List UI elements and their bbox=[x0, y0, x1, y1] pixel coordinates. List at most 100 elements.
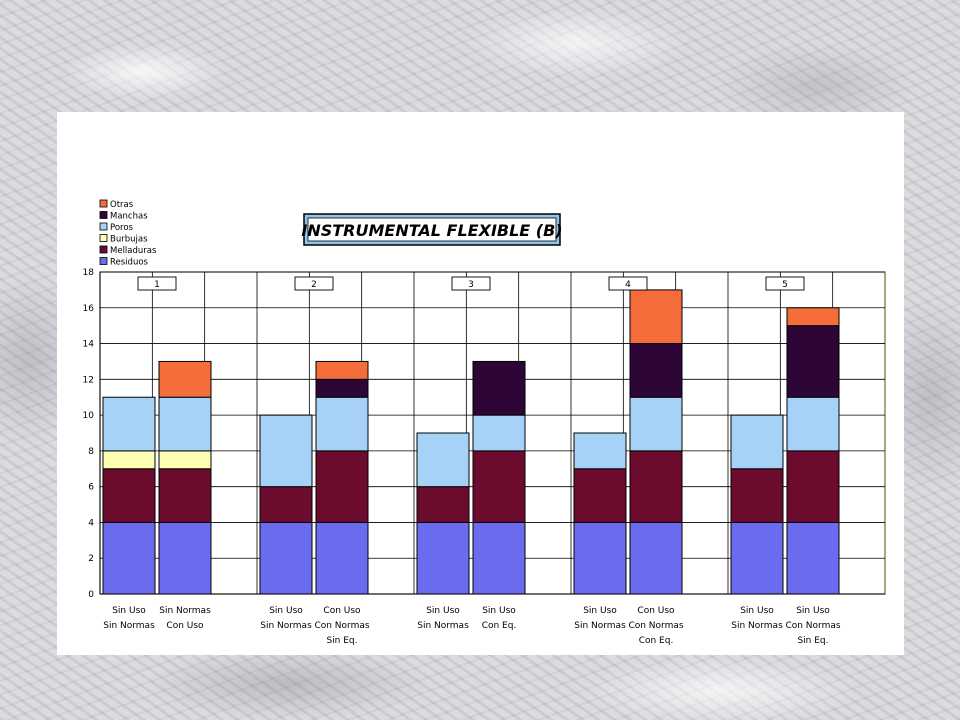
bar-segment-melladuras bbox=[315, 450, 369, 523]
x-category-label: Sin Uso bbox=[112, 606, 146, 616]
bar-segment-manchas bbox=[629, 343, 683, 398]
y-tick-label: 6 bbox=[88, 483, 94, 493]
y-tick-label: 4 bbox=[88, 518, 94, 528]
bar-segment-residuos bbox=[259, 521, 313, 595]
x-category-label: Sin Normas bbox=[260, 621, 312, 631]
legend-swatch bbox=[99, 211, 108, 219]
x-category-label: Sin Eq. bbox=[797, 636, 828, 646]
x-category-label: Sin Normas bbox=[731, 621, 783, 631]
bar-segment-residuos bbox=[158, 521, 212, 595]
legend-swatch bbox=[99, 245, 108, 254]
x-category-label: Sin Uso bbox=[482, 606, 516, 616]
bar-segment-manchas bbox=[315, 378, 369, 398]
x-category-label: Sin Normas bbox=[417, 621, 469, 631]
bar-segment-melladuras bbox=[158, 468, 212, 523]
group-label: 4 bbox=[625, 280, 631, 290]
chart-title-inner bbox=[307, 217, 557, 242]
bar-segment-poros bbox=[416, 432, 470, 488]
legend-label: Poros bbox=[110, 223, 134, 233]
bar-segment-melladuras bbox=[573, 468, 627, 523]
legend-swatch bbox=[99, 257, 108, 265]
bar-segment-burbujas bbox=[158, 450, 212, 470]
bar-segment-melladuras bbox=[259, 486, 313, 523]
bar-segment-poros bbox=[786, 396, 840, 452]
y-tick-label: 10 bbox=[83, 411, 95, 421]
legend-label: Otras bbox=[110, 200, 134, 210]
x-category-label: Con Uso bbox=[323, 606, 361, 616]
bar-segment-otras bbox=[629, 289, 683, 345]
bar-segment-poros bbox=[472, 414, 526, 452]
x-category-label: Sin Uso bbox=[426, 606, 460, 616]
x-category-label: Sin Normas bbox=[574, 621, 626, 631]
legend-label: Manchas bbox=[110, 212, 148, 222]
group-label-box bbox=[765, 276, 805, 291]
chart-title: INSTRUMENTAL FLEXIBLE (B) bbox=[301, 221, 562, 240]
x-category-label: Con Uso bbox=[637, 606, 675, 616]
x-category-label: Con Normas bbox=[785, 621, 840, 631]
bar-segment-residuos bbox=[730, 521, 784, 595]
bar-segment-poros bbox=[102, 396, 156, 452]
legend-label: Melladuras bbox=[110, 246, 157, 256]
bar-segment-melladuras bbox=[472, 450, 526, 523]
group-label-box bbox=[608, 276, 648, 291]
x-category-label: Sin Uso bbox=[583, 606, 617, 616]
bar-segment-residuos bbox=[315, 521, 369, 595]
bar-segment-poros bbox=[573, 432, 627, 470]
bar-segment-manchas bbox=[786, 325, 840, 398]
bar-segment-residuos bbox=[416, 521, 470, 595]
x-category-label: Con Normas bbox=[314, 621, 369, 631]
x-category-label: Con Eq. bbox=[639, 636, 674, 646]
x-category-label: Con Eq. bbox=[482, 621, 517, 631]
group-label-box bbox=[451, 276, 491, 291]
bar-segment-residuos bbox=[629, 521, 683, 595]
y-tick-label: 12 bbox=[83, 375, 94, 385]
bar-segment-manchas bbox=[472, 360, 526, 416]
bar-segment-otras bbox=[786, 307, 840, 327]
bar-segment-melladuras bbox=[629, 450, 683, 523]
bar-segment-poros bbox=[315, 396, 369, 452]
bar-segment-poros bbox=[730, 414, 784, 470]
y-tick-label: 18 bbox=[83, 268, 95, 278]
bar-segment-residuos bbox=[102, 521, 156, 595]
legend-label: Burbujas bbox=[110, 235, 148, 245]
group-labels: 1 2 3 4 5 bbox=[137, 276, 805, 291]
x-category-label: Sin Uso bbox=[796, 606, 830, 616]
bar-segment-melladuras bbox=[416, 486, 470, 523]
bar-segment-otras bbox=[315, 360, 369, 380]
x-category-label: Sin Uso bbox=[740, 606, 774, 616]
group-label: 1 bbox=[154, 280, 160, 290]
bar-segment-residuos bbox=[573, 521, 627, 595]
y-tick-label: 14 bbox=[83, 340, 95, 350]
x-category-label: Sin Eq. bbox=[326, 636, 357, 646]
bar-segment-poros bbox=[259, 414, 313, 488]
legend-swatch bbox=[99, 199, 108, 208]
bar-segment-residuos bbox=[472, 521, 526, 595]
bar-segment-poros bbox=[158, 396, 212, 452]
legend-swatch bbox=[99, 222, 108, 231]
group-label: 5 bbox=[782, 280, 788, 290]
x-category-label: Sin Normas bbox=[159, 606, 211, 616]
group-label-box bbox=[294, 276, 334, 291]
group-label-box bbox=[137, 276, 177, 291]
bars bbox=[102, 289, 840, 595]
x-category-label: Sin Uso bbox=[269, 606, 303, 616]
legend-swatch bbox=[99, 234, 108, 242]
x-category-label: Sin Normas bbox=[103, 621, 155, 631]
bar-segment-poros bbox=[629, 396, 683, 452]
chart-title-box: INSTRUMENTAL FLEXIBLE (B) bbox=[301, 213, 563, 246]
y-tick-label: 0 bbox=[88, 590, 94, 600]
x-category-label: Con Uso bbox=[166, 621, 204, 631]
y-tick-label: 8 bbox=[88, 447, 94, 457]
group-label: 3 bbox=[468, 280, 474, 290]
bar-segment-burbujas bbox=[102, 450, 156, 470]
bar-segment-melladuras bbox=[730, 468, 784, 523]
bar-segment-melladuras bbox=[786, 450, 840, 523]
bar-segment-otras bbox=[158, 360, 212, 398]
group-label: 2 bbox=[311, 280, 317, 290]
x-category-label: Con Normas bbox=[628, 621, 683, 631]
category-labels: Sin Uso Sin Normas Sin Normas Con Uso Sin Us… bbox=[103, 606, 841, 646]
